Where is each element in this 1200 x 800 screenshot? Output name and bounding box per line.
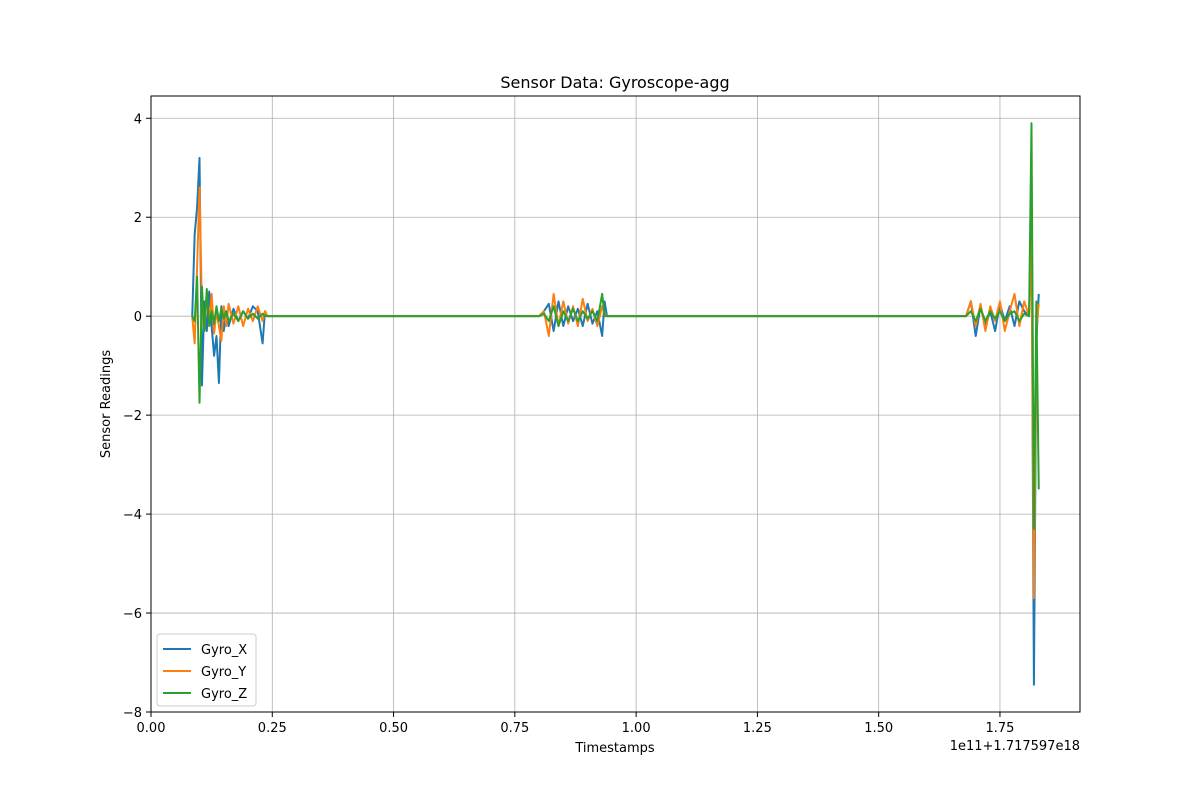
x-tick-label: 0.25 [258,721,287,736]
y-tick-label: −4 [123,508,142,523]
legend: Gyro_X Gyro_Y Gyro_Z [156,633,257,707]
series-lines [191,122,1040,686]
series-line-gyro-z [191,122,1040,530]
x-tick-label: 1.75 [985,721,1014,736]
x-tick-label: 0.75 [500,721,529,736]
legend-box [156,633,257,707]
x-tick-label: 1.25 [743,721,772,736]
chart-title: Sensor Data: Gyroscope-agg [500,73,729,92]
y-tick-label: 4 [134,112,142,127]
x-axis-offset-label: 1e11+1.717597e18 [950,739,1080,754]
y-tick-label: −2 [123,409,142,424]
legend-entry: Gyro_X [201,643,247,658]
legend-entry: Gyro_Z [201,687,247,702]
y-tick-label: 0 [134,310,142,325]
x-tick-label: 0.50 [379,721,408,736]
axis-ticks: 0.00 0.25 0.50 0.75 1.00 1.25 1.50 1.75 −8 −6 −4 −2… [123,112,1015,736]
y-tick-label: 2 [134,211,142,226]
legend-entry: Gyro_Y [201,665,246,680]
x-tick-label: 0.00 [137,721,166,736]
plot-frame [150,95,1081,713]
x-tick-label: 1.00 [622,721,651,736]
y-axis-label: Sensor Readings [99,350,114,458]
x-axis-label: Timestamps [574,741,655,756]
x-tick-label: 1.50 [864,721,893,736]
y-tick-label: −8 [123,706,142,721]
y-tick-label: −6 [123,607,142,622]
